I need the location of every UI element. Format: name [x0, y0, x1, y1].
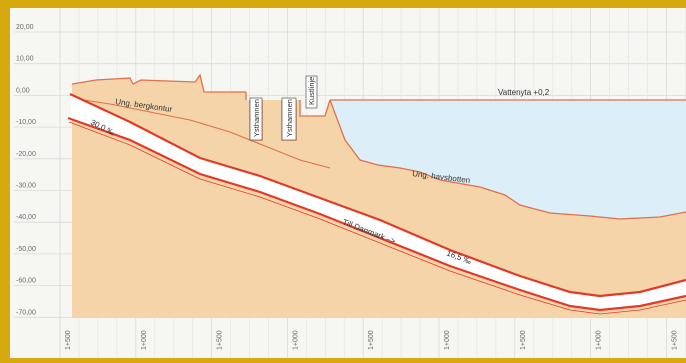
x-tick-label: 1+000 [141, 330, 148, 350]
svg-text:Kustlinje: Kustlinje [307, 77, 316, 105]
sea-bottom-line [329, 99, 686, 220]
frame-top-bar [0, 0, 686, 8]
y-tick-label: 0,00 [16, 87, 30, 94]
svg-text:Ysthamnen: Ysthamnen [252, 99, 261, 137]
y-tick-label: -20,00 [16, 151, 36, 158]
y-tick-label: -10,00 [16, 119, 36, 126]
y-tick-label: -40,00 [16, 214, 36, 221]
coastline-label: Kustlinje [305, 75, 318, 109]
x-tick-label: 1+500 [217, 330, 224, 350]
x-tick-label: 1+000 [596, 330, 603, 350]
ground-surface-line [71, 73, 246, 93]
svg-text:Ysthamnen: Ysthamnen [285, 99, 294, 137]
water-area [330, 100, 686, 219]
rock-contour-line [83, 99, 331, 169]
tunnel-upper-line [69, 93, 686, 298]
harbour-label-1: Ysthamnen [249, 97, 263, 141]
y-tick-label: -30,00 [16, 183, 36, 190]
x-tick-label: 1+500 [368, 330, 375, 350]
x-tick-label: 1+000 [444, 330, 451, 350]
y-tick-label: -50,00 [16, 246, 36, 253]
frame-left-bar [0, 0, 10, 358]
y-tick-label: -60,00 [16, 278, 36, 285]
y-tick-label: 10,00 [16, 56, 34, 63]
water-level-label: Vattenyta +0,2 [498, 88, 550, 97]
harbour-label-2: Ysthamnen [281, 97, 297, 141]
tunnel-lower-line [67, 116, 686, 312]
x-axis-tick-labels: 1+500 1+000 1+500 1+000 1+500 1+000 1+500 1+000… [65, 330, 678, 350]
x-tick-label: 1+500 [520, 330, 527, 350]
x-tick-label: 1+500 [65, 330, 72, 350]
y-tick-label: 20,00 [16, 24, 34, 31]
x-tick-label: 1+500 [671, 330, 678, 350]
x-tick-label: 1+000 [292, 330, 299, 350]
y-axis-tick-labels: 20,00 10,00 0,00 -10,00 -20,00 -30,00 -40,00 -5… [16, 24, 36, 316]
tunnel-inner-line [68, 121, 686, 315]
y-tick-label: -70,00 [16, 309, 36, 316]
